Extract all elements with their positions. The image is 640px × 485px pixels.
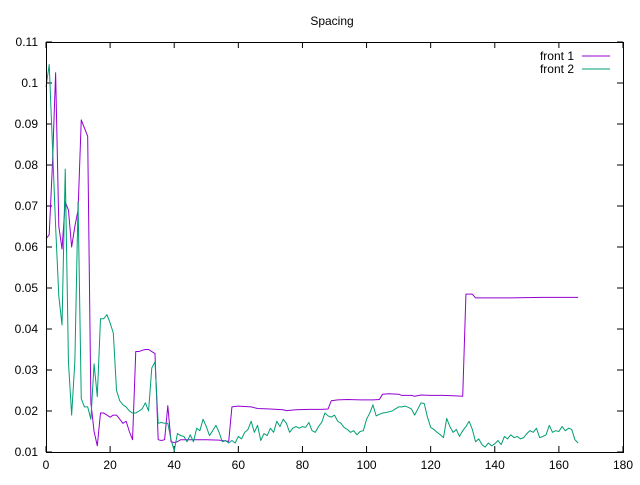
x-tick-label: 160 [549,458,569,472]
legend-label: front 1 [540,49,574,63]
x-axis: 0 20 40 60 80 100 120 140 160 180 [43,42,633,472]
y-tick-label: 0.07 [15,199,39,213]
x-tick-label: 20 [103,458,117,472]
y-tick-label: 0.02 [15,404,39,418]
x-tick-label: 60 [232,458,246,472]
x-tick-label: 120 [421,458,441,472]
y-tick-label: 0.05 [15,281,39,295]
x-tick-label: 180 [613,458,633,472]
y-tick-label: 0.09 [15,117,39,131]
x-tick-label: 140 [485,458,505,472]
x-tick-label: 40 [168,458,182,472]
y-tick-label: 0.1 [21,76,38,90]
y-tick-label: 0.03 [15,363,39,377]
y-tick-label: 0.06 [15,240,39,254]
y-tick-label: 0.08 [15,158,39,172]
series-line-front-1 [45,72,579,447]
legend-label: front 2 [540,62,574,76]
x-tick-label: 100 [357,458,377,472]
y-axis: 0.01 0.02 0.03 0.04 0.05 0.06 0.07 0.08 0.09 0.1 0… [15,35,623,459]
x-tick-label: 0 [43,458,50,472]
y-tick-label: 0.11 [16,35,39,49]
y-tick-label: 0.01 [15,445,39,459]
series-layer [45,64,579,452]
x-tick-label: 80 [296,458,310,472]
chart-title: Spacing [310,14,353,28]
series-line-front-2 [45,64,579,452]
plot-frame [46,42,624,453]
y-tick-label: 0.04 [15,322,39,336]
